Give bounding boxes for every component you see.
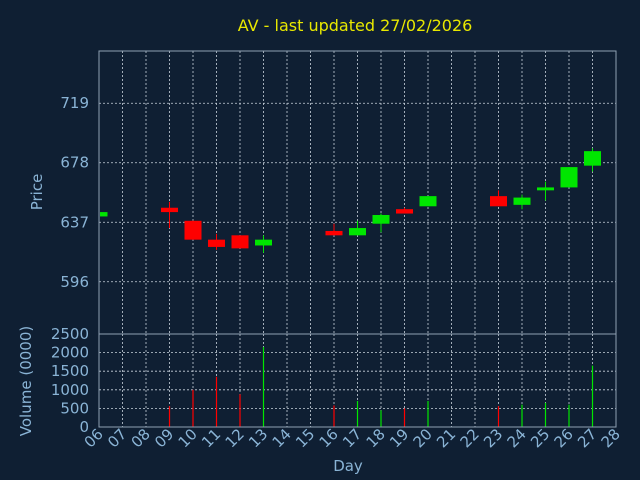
volume-y-tick-label: 500	[60, 399, 89, 417]
day-x-tick-label: 21	[433, 425, 459, 451]
candle-body	[231, 235, 249, 249]
volume-y-tick-label: 2500	[51, 325, 89, 343]
day-x-tick-label: 11	[198, 425, 224, 451]
price-y-tick-labels: 596 637 678 719	[60, 94, 89, 291]
price-y-tick-label: 678	[60, 154, 89, 172]
candle-body	[325, 230, 343, 236]
day-x-tick-label: 28	[598, 425, 624, 451]
volume-y-tick-label: 1000	[51, 381, 89, 399]
price-gridlines	[99, 51, 616, 334]
candle-body	[419, 196, 437, 207]
candle-body	[584, 151, 601, 166]
day-x-tick-label: 12	[222, 425, 248, 451]
day-x-tick-label: 07	[104, 425, 130, 451]
candlestick-series	[98, 148, 601, 253]
volume-plot-frame	[98, 333, 617, 428]
day-x-tick-label: 18	[363, 425, 389, 451]
day-x-tick-label: 13	[245, 425, 271, 451]
volume-bar-series	[168, 347, 594, 427]
candle-body	[349, 228, 366, 236]
day-x-tick-labels: 0607080910111213141516171819202122232425…	[81, 425, 624, 451]
candle-body	[396, 209, 413, 214]
day-x-tick-label: 14	[269, 425, 295, 451]
day-axis-label: Day	[333, 457, 363, 475]
price-y-tick-label: 637	[60, 213, 89, 231]
candle-body	[372, 214, 390, 224]
day-x-tick-label: 10	[175, 425, 201, 451]
candle-body	[184, 220, 202, 240]
day-x-tick-label: 27	[574, 425, 600, 451]
day-x-tick-label: 24	[504, 425, 530, 451]
volume-axis-label: Volume (0000)	[17, 326, 35, 436]
volume-y-tick-label: 2000	[51, 344, 89, 362]
price-panel: 596 637 678 719 Price	[28, 50, 617, 335]
price-y-tick-label: 596	[60, 273, 89, 291]
day-x-tick-label: 23	[480, 425, 506, 451]
day-x-tick-label: 17	[339, 425, 365, 451]
price-y-tick-label: 719	[60, 94, 89, 112]
day-x-tick-label: 15	[292, 425, 318, 451]
day-x-tick-label: 22	[457, 425, 483, 451]
day-x-tick-label: 08	[128, 425, 154, 451]
day-x-tick-label: 09	[151, 425, 177, 451]
chart-title: AV - last updated 27/02/2026	[238, 16, 473, 35]
candle-body	[513, 197, 531, 205]
candle-body	[560, 167, 578, 188]
candle-body	[208, 239, 225, 247]
candle-body	[161, 207, 178, 213]
price-axis-label: Price	[28, 174, 46, 211]
day-x-tick-label: 20	[410, 425, 436, 451]
day-x-tick-label: 19	[386, 425, 412, 451]
candle-body	[100, 212, 108, 217]
volume-y-tick-label: 0	[79, 418, 89, 436]
day-x-tick-label: 25	[527, 425, 553, 451]
day-x-tick-label: 16	[316, 425, 342, 451]
candle-body	[255, 239, 272, 246]
candle-body	[537, 187, 554, 191]
day-x-tick-label: 26	[551, 425, 577, 451]
volume-y-tick-label: 1500	[51, 362, 89, 380]
candle-body	[490, 196, 507, 207]
